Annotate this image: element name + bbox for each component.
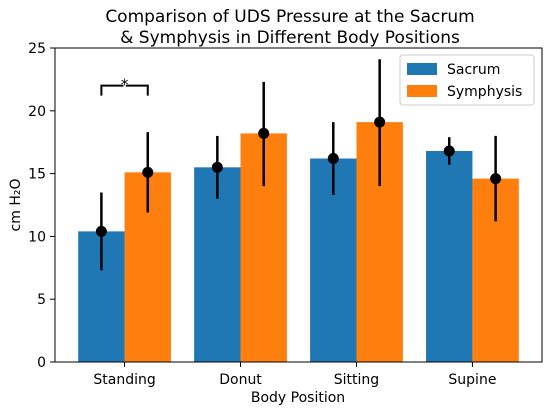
x-axis: Standing Donut Sitting Supine: [93, 362, 496, 388]
chart-title-line-1: Comparison of UDS Pressure at the Sacrum: [105, 7, 474, 27]
y-tick-label-0: 0: [37, 355, 46, 371]
bracket-left: [100, 84, 124, 96]
legend-label-symphysis: Symphysis: [447, 84, 522, 100]
error-bars-group: [95, 59, 502, 271]
y-tick-label-10: 10: [28, 229, 46, 245]
bars-group: [78, 122, 519, 362]
y-tick-label-15: 15: [28, 167, 46, 183]
mean-point-sacrum-supine: [443, 145, 455, 157]
legend: Sacrum Symphysis: [399, 54, 535, 106]
x-axis-label: Body Position: [251, 390, 345, 406]
mean-point-symphysis-supine: [490, 173, 502, 185]
mean-point-sacrum-sitting: [327, 153, 339, 165]
bracket-right: [125, 84, 149, 96]
y-axis: 0 5 10 15 20 25: [28, 41, 55, 371]
x-tick-label-supine: Supine: [448, 372, 496, 388]
y-tick-label-5: 5: [37, 292, 46, 308]
y-tick-label-20: 20: [28, 104, 46, 120]
bar-sacrum-supine: [426, 150, 473, 362]
mean-point-sacrum-standing: [95, 225, 107, 237]
mean-point-symphysis-donut: [258, 127, 270, 139]
significance-star: *: [121, 76, 129, 94]
legend-label-sacrum: Sacrum: [447, 62, 500, 78]
legend-swatch-sacrum: [407, 63, 437, 75]
mean-point-symphysis-sitting: [374, 116, 386, 128]
mean-point-symphysis-standing: [142, 166, 154, 178]
mean-point-sacrum-donut: [211, 161, 223, 173]
significance-annotation: *: [100, 76, 149, 96]
chart-title-line-2: & Symphysis in Different Body Positions: [120, 28, 460, 48]
x-tick-label-donut: Donut: [219, 372, 262, 388]
y-axis-label: cm H₂O: [8, 179, 24, 232]
x-tick-label-standing: Standing: [93, 372, 155, 388]
bar-sacrum-donut: [194, 167, 241, 362]
plot-frame: [54, 47, 543, 363]
x-tick-label-sitting: Sitting: [334, 372, 379, 388]
y-tick-label-25: 25: [28, 41, 46, 57]
legend-swatch-symphysis: [407, 85, 437, 97]
